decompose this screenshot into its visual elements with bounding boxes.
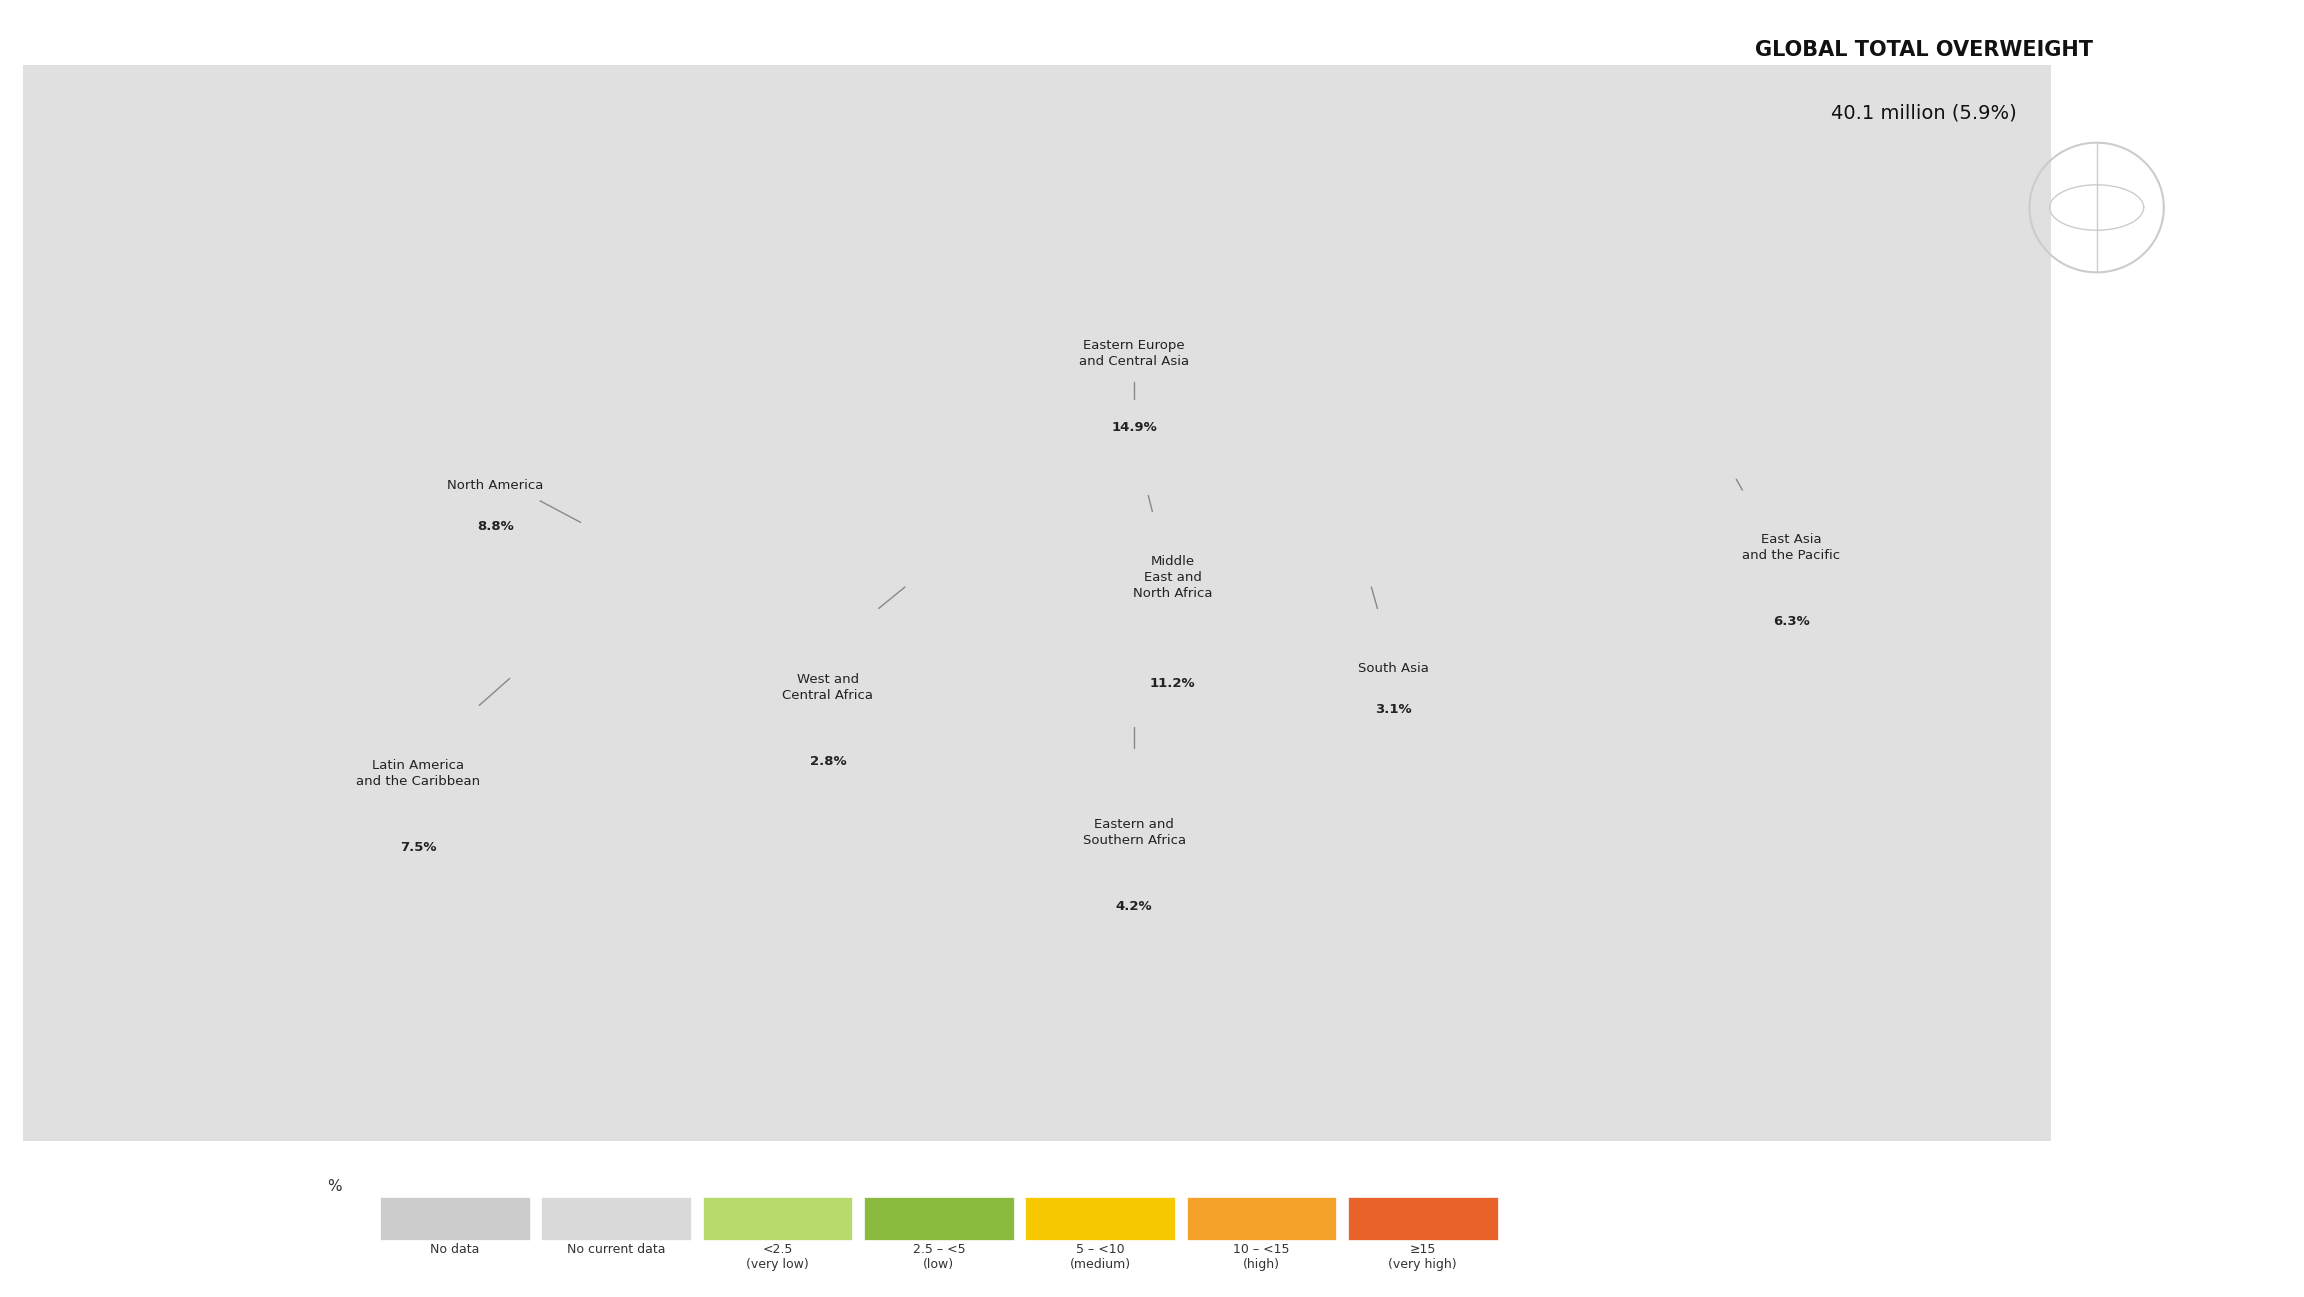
Text: Eastern and
Southern Africa: Eastern and Southern Africa (1083, 818, 1187, 847)
Text: 3.1%: 3.1% (1375, 703, 1412, 716)
Bar (1187, 1197, 1336, 1240)
Text: Middle
East and
North Africa: Middle East and North Africa (1134, 555, 1212, 599)
Text: 11.2%: 11.2% (1150, 677, 1196, 690)
Bar (1348, 1197, 1498, 1240)
Text: West and
Central Africa: West and Central Africa (783, 673, 873, 702)
Text: %: % (327, 1179, 341, 1195)
Text: <2.5
(very low): <2.5 (very low) (746, 1243, 809, 1271)
Text: 10 – <15
(high): 10 – <15 (high) (1233, 1243, 1290, 1271)
Text: ≥15
(very high): ≥15 (very high) (1389, 1243, 1456, 1271)
Text: 8.8%: 8.8% (477, 520, 514, 533)
Bar (541, 1197, 691, 1240)
Text: South Asia: South Asia (1357, 663, 1428, 676)
Text: East Asia
and the Pacific: East Asia and the Pacific (1742, 533, 1841, 562)
Bar (1025, 1197, 1175, 1240)
Text: No current data: No current data (567, 1243, 666, 1255)
Bar (703, 1197, 852, 1240)
Text: Latin America
and the Caribbean: Latin America and the Caribbean (357, 759, 482, 789)
Bar (380, 1197, 530, 1240)
Text: 14.9%: 14.9% (1111, 422, 1157, 434)
Text: Eastern Europe
and Central Asia: Eastern Europe and Central Asia (1078, 340, 1189, 368)
Bar (864, 1197, 1014, 1240)
Text: 4.2%: 4.2% (1115, 900, 1152, 913)
Text: 6.3%: 6.3% (1772, 615, 1809, 628)
Text: GLOBAL TOTAL OVERWEIGHT: GLOBAL TOTAL OVERWEIGHT (1756, 40, 2092, 60)
Text: 2.8%: 2.8% (809, 755, 846, 768)
Text: 7.5%: 7.5% (401, 840, 438, 853)
Text: 2.5 – <5
(low): 2.5 – <5 (low) (912, 1243, 965, 1271)
Text: North America: North America (447, 480, 544, 493)
Text: 40.1 million (5.9%): 40.1 million (5.9%) (1832, 104, 2016, 123)
Text: No data: No data (431, 1243, 479, 1255)
Text: 5 – <10
(medium): 5 – <10 (medium) (1069, 1243, 1131, 1271)
